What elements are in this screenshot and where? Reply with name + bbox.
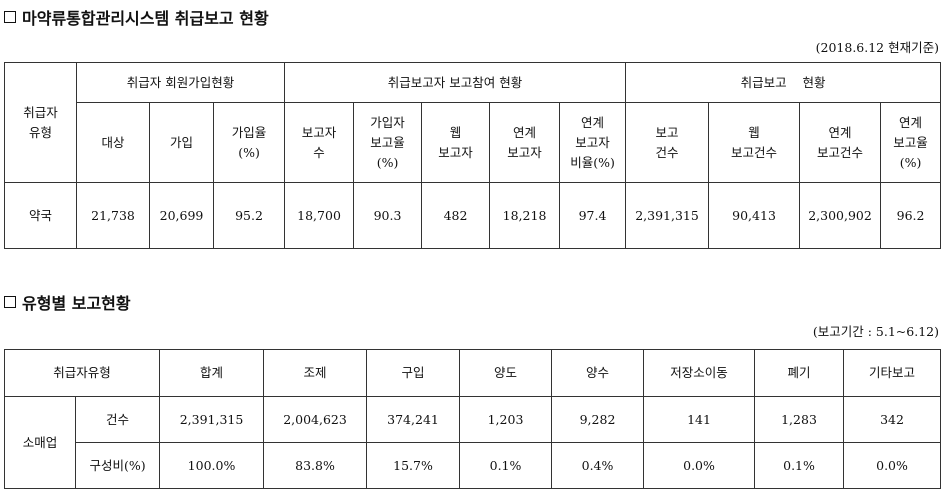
data-cell: 18,218 bbox=[489, 182, 561, 249]
data-cell: 2,300,902 bbox=[799, 182, 882, 249]
column-header-line: 보고율 bbox=[893, 134, 928, 150]
column-header-line: 연계 bbox=[513, 124, 537, 140]
column-header-line: (%) bbox=[376, 154, 399, 170]
column-header-line: 웹 bbox=[748, 124, 760, 140]
column-header-line: 보고자 bbox=[575, 134, 610, 150]
column-header-cell: 구입 bbox=[366, 349, 461, 397]
data-cell: 0.1% bbox=[459, 442, 553, 489]
section1-note: (2018.6.12 현재기준) bbox=[815, 40, 939, 55]
column-header-cell: 폐기 bbox=[754, 349, 845, 397]
column-header-line: 연계 bbox=[828, 124, 852, 140]
report-by-type-table: 취급자유형 합계 조제 구입 양도 양수 저장소이동 폐기 기타보고 소매업 건수 2,391,3… bbox=[3, 349, 942, 489]
column-header-line: 연계 bbox=[899, 114, 923, 130]
data-cell: 9,282 bbox=[551, 396, 645, 443]
column-header-line: 건수 bbox=[655, 144, 679, 160]
data-cell: 15.7% bbox=[366, 442, 461, 489]
column-header-line: 연계 bbox=[581, 114, 605, 130]
column-header-cell: 가입 bbox=[149, 102, 214, 183]
report-status-table: 취급자 유형 취급자 회원가입현황 취급보고자 보고참여 현황 취급보고 현황 … bbox=[4, 62, 942, 249]
data-cell: 374,241 bbox=[366, 396, 461, 443]
data-cell: 141 bbox=[643, 396, 756, 443]
type-header-cell: 취급자 유형 bbox=[4, 62, 77, 183]
data-cell: 100.0% bbox=[159, 442, 265, 489]
column-header-line: 보고자 bbox=[507, 144, 542, 160]
column-header-line: 비율(%) bbox=[570, 154, 615, 170]
data-cell: 342 bbox=[843, 396, 942, 443]
data-cell: 1,203 bbox=[459, 396, 553, 443]
data-cell: 20,699 bbox=[149, 182, 214, 249]
column-header-cell: 조제 bbox=[263, 349, 368, 397]
checkbox-square-icon bbox=[4, 11, 16, 23]
section1-title-text: 마약류통합관리시스템 취급보고 현황 bbox=[22, 9, 269, 28]
column-header-cell: 양도 bbox=[459, 349, 553, 397]
column-header-line: 가입율 bbox=[231, 124, 267, 140]
column-header-cell: 취급자유형 bbox=[3, 349, 161, 397]
data-cell: 90,413 bbox=[708, 182, 801, 249]
data-cell: 2,391,315 bbox=[625, 182, 710, 249]
data-cell: 18,700 bbox=[284, 182, 355, 249]
row-label-cell: 구성비(%) bbox=[74, 442, 161, 489]
data-cell: 21,738 bbox=[76, 182, 150, 249]
row-label-cell: 건수 bbox=[74, 396, 161, 443]
data-cell: 2,391,315 bbox=[159, 396, 265, 443]
column-header-cell: 양수 bbox=[551, 349, 645, 397]
column-header-line: 수 bbox=[313, 144, 325, 160]
column-header-line: 보고자 bbox=[301, 124, 337, 140]
data-cell: 0.4% bbox=[551, 442, 645, 489]
column-header-line: (%) bbox=[899, 154, 922, 170]
data-cell: 0.0% bbox=[843, 442, 942, 489]
section2-title-text: 유형별 보고현황 bbox=[22, 294, 131, 313]
data-cell: 482 bbox=[421, 182, 491, 249]
column-header-line: 보고자 bbox=[438, 144, 473, 160]
row-type-cell: 약국 bbox=[4, 182, 77, 249]
column-header-line: 보고건수 bbox=[731, 144, 778, 160]
data-cell: 0.0% bbox=[643, 442, 756, 489]
column-header-line: 가입 bbox=[169, 134, 193, 150]
data-cell: 1,283 bbox=[754, 396, 845, 443]
data-cell: 96.2 bbox=[880, 182, 942, 249]
group-header-participation: 취급보고자 보고참여 현황 bbox=[284, 62, 627, 103]
section1-title: 마약류통합관리시스템 취급보고 현황 bbox=[4, 5, 269, 29]
section2-title: 유형별 보고현황 bbox=[4, 290, 131, 314]
data-cell: 97.4 bbox=[559, 182, 627, 249]
group-header-report: 취급보고 현황 bbox=[625, 62, 942, 103]
column-header-line: 보고건수 bbox=[817, 144, 864, 160]
group-header-membership: 취급자 회원가입현황 bbox=[75, 62, 286, 103]
column-header-cell: 가입율 (%) bbox=[212, 102, 286, 183]
column-header-line: (%) bbox=[238, 144, 260, 160]
column-header-cell: 합계 bbox=[159, 349, 265, 397]
data-cell: 0.1% bbox=[754, 442, 845, 489]
column-header-line: 보고 bbox=[655, 124, 679, 140]
column-header-cell: 대상 bbox=[76, 102, 150, 183]
section2-note: (보고기간 : 5.1~6.12) bbox=[812, 324, 939, 339]
data-cell: 83.8% bbox=[263, 442, 368, 489]
column-header-cell: 기타보고 bbox=[843, 349, 942, 397]
column-header-line: 보고율 bbox=[370, 134, 405, 150]
data-cell: 90.3 bbox=[353, 182, 423, 249]
data-cell: 95.2 bbox=[212, 182, 286, 249]
column-header-line: 대상 bbox=[101, 134, 125, 150]
data-cell: 2,004,623 bbox=[263, 396, 368, 443]
column-header-cell: 저장소이동 bbox=[643, 349, 756, 397]
column-header-line: 웹 bbox=[449, 124, 462, 140]
group-label-cell: 소매업 bbox=[4, 396, 76, 489]
column-header-line: 가입자 bbox=[370, 114, 405, 130]
checkbox-square-icon bbox=[4, 296, 16, 308]
